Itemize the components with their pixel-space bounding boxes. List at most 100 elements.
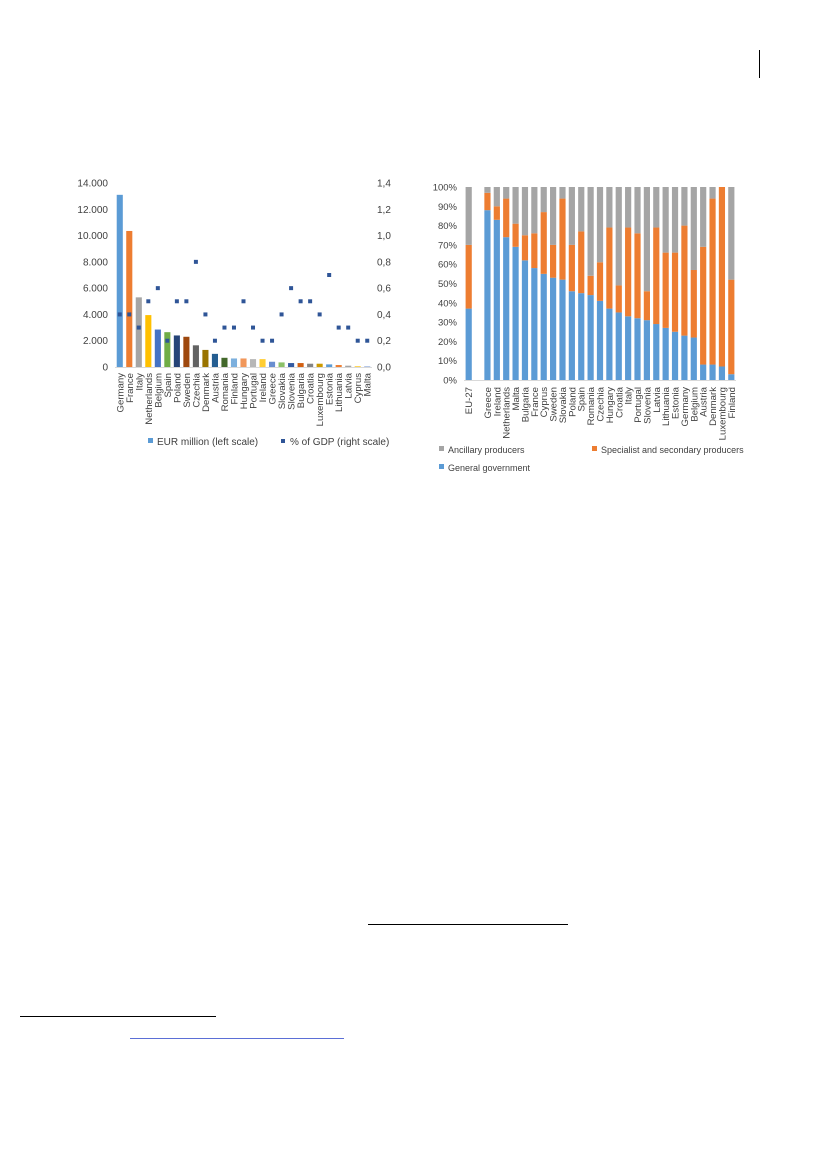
bar-ancillary-denmark bbox=[709, 187, 716, 199]
x-tick-label: Lithuania bbox=[661, 386, 672, 426]
bar-general-denmark bbox=[709, 364, 716, 380]
bar-ancillary-italy bbox=[625, 187, 632, 228]
x-tick-label: Ireland bbox=[258, 373, 269, 402]
x-tick-label: Finland bbox=[727, 387, 738, 418]
bar-general-portugal bbox=[634, 318, 641, 380]
bar-ancillary-spain bbox=[578, 187, 585, 232]
bar-specialist-hungary bbox=[606, 227, 613, 309]
gdp-marker-spain bbox=[165, 338, 170, 343]
bar-specialist-france bbox=[531, 233, 538, 269]
x-tick-label: France bbox=[125, 373, 136, 403]
bar-specialist-greece bbox=[484, 192, 491, 211]
bar-specialist-latvia bbox=[653, 227, 660, 325]
x-tick-label: Czechia bbox=[191, 372, 202, 407]
bar-specialist-eu-27 bbox=[465, 244, 472, 309]
bar-ancillary-poland bbox=[568, 187, 575, 245]
legend-government-swatch bbox=[439, 464, 444, 469]
bar-general-austria bbox=[700, 364, 707, 380]
gdp-marker-poland bbox=[174, 299, 179, 304]
legend-gdp-label: % of GDP (right scale) bbox=[290, 437, 389, 448]
gdp-marker-denmark bbox=[203, 312, 208, 317]
page-header-rule bbox=[759, 50, 760, 78]
x-tick-label: Bulgaria bbox=[296, 372, 307, 408]
bar-eur-bulgaria bbox=[297, 363, 304, 367]
x-tick-label: Denmark bbox=[201, 373, 212, 412]
y-axis-tick-label: 80% bbox=[438, 221, 458, 232]
x-tick-label: Cyprus bbox=[539, 387, 550, 418]
gdp-marker-bulgaria bbox=[298, 299, 303, 304]
bar-specialist-czechia bbox=[596, 262, 604, 301]
x-tick-label: Luxembourg bbox=[717, 387, 728, 440]
x-tick-label: Sweden bbox=[549, 387, 560, 422]
bar-ancillary-hungary bbox=[606, 187, 613, 228]
bar-eur-austria bbox=[211, 353, 218, 367]
bar-general-croatia bbox=[615, 312, 622, 380]
x-tick-label: Romania bbox=[586, 386, 597, 425]
right-axis-tick-label: 0,8 bbox=[377, 257, 391, 268]
x-tick-label: Latvia bbox=[652, 386, 663, 412]
x-tick-label: Croatia bbox=[614, 386, 625, 418]
bar-specialist-bulgaria bbox=[521, 235, 529, 261]
bar-ancillary-austria bbox=[700, 187, 707, 247]
gdp-marker-portugal bbox=[251, 325, 256, 330]
bar-eur-denmark bbox=[202, 349, 209, 367]
bar-eur-estonia bbox=[326, 364, 333, 367]
bar-ancillary-ireland bbox=[493, 187, 500, 207]
legend-ancillary-label: Ancillary producers bbox=[448, 445, 525, 455]
legend-specialist-swatch bbox=[592, 446, 597, 451]
bar-ancillary-finland bbox=[728, 187, 735, 280]
bar-ancillary-sweden bbox=[550, 187, 557, 245]
bar-specialist-romania bbox=[587, 275, 594, 296]
bar-eur-portugal bbox=[249, 359, 257, 367]
bar-general-poland bbox=[568, 291, 575, 380]
bar-ancillary-latvia bbox=[653, 187, 660, 228]
bar-specialist-croatia bbox=[615, 285, 622, 313]
bar-specialist-finland bbox=[728, 279, 735, 375]
y-axis-tick-label: 30% bbox=[438, 318, 458, 329]
x-tick-label: Austria bbox=[699, 386, 710, 417]
gdp-marker-finland bbox=[231, 325, 236, 330]
bar-eur-poland bbox=[173, 335, 180, 367]
bar-eur-ireland bbox=[259, 359, 266, 367]
bar-eur-italy bbox=[135, 297, 142, 367]
bar-eur-netherlands bbox=[145, 315, 152, 367]
y-axis-tick-label: 10% bbox=[438, 356, 458, 367]
bar-specialist-poland bbox=[568, 244, 575, 292]
y-axis-tick-label: 20% bbox=[438, 337, 458, 348]
bar-ancillary-czechia bbox=[596, 187, 604, 263]
x-tick-label: Romania bbox=[220, 372, 231, 411]
bar-ancillary-romania bbox=[587, 187, 594, 276]
gdp-marker-netherlands bbox=[146, 299, 151, 304]
bar-general-malta bbox=[512, 246, 519, 380]
gdp-marker-france bbox=[127, 312, 132, 317]
bar-eur-germany bbox=[116, 194, 123, 367]
footnote-separator bbox=[20, 1016, 216, 1017]
gdp-marker-cyprus bbox=[355, 338, 360, 343]
bar-general-latvia bbox=[653, 324, 660, 380]
bar-general-belgium bbox=[690, 337, 697, 380]
gdp-marker-slovenia bbox=[289, 286, 294, 291]
bar-specialist-germany bbox=[681, 225, 688, 336]
x-tick-label: Italy bbox=[134, 373, 145, 391]
x-tick-label: Hungary bbox=[239, 373, 250, 409]
bar-specialist-belgium bbox=[690, 269, 697, 338]
bar-general-hungary bbox=[606, 308, 613, 380]
x-tick-label: Slovenia bbox=[287, 372, 298, 409]
x-tick-label: Luxembourg bbox=[315, 373, 326, 426]
x-tick-label: Portugal bbox=[249, 373, 260, 409]
left-axis-tick-label: 14.000 bbox=[77, 179, 108, 190]
bar-general-greece bbox=[484, 210, 491, 380]
right-axis-tick-label: 0,2 bbox=[377, 336, 391, 347]
bar-eur-romania bbox=[221, 357, 228, 367]
left-axis-tick-label: 12.000 bbox=[77, 205, 108, 216]
x-tick-label: Denmark bbox=[708, 387, 719, 426]
bar-specialist-sweden bbox=[550, 244, 557, 278]
bar-ancillary-lithuania bbox=[662, 187, 669, 253]
x-tick-label: Slovakia bbox=[277, 372, 288, 409]
left-axis-tick-label: 0 bbox=[102, 363, 108, 374]
gdp-marker-croatia bbox=[308, 299, 313, 304]
x-tick-label: Finland bbox=[229, 373, 240, 404]
x-tick-label: EU-27 bbox=[464, 387, 475, 414]
x-tick-label: Germany bbox=[680, 387, 691, 427]
bar-specialist-luxembourg bbox=[718, 187, 726, 367]
